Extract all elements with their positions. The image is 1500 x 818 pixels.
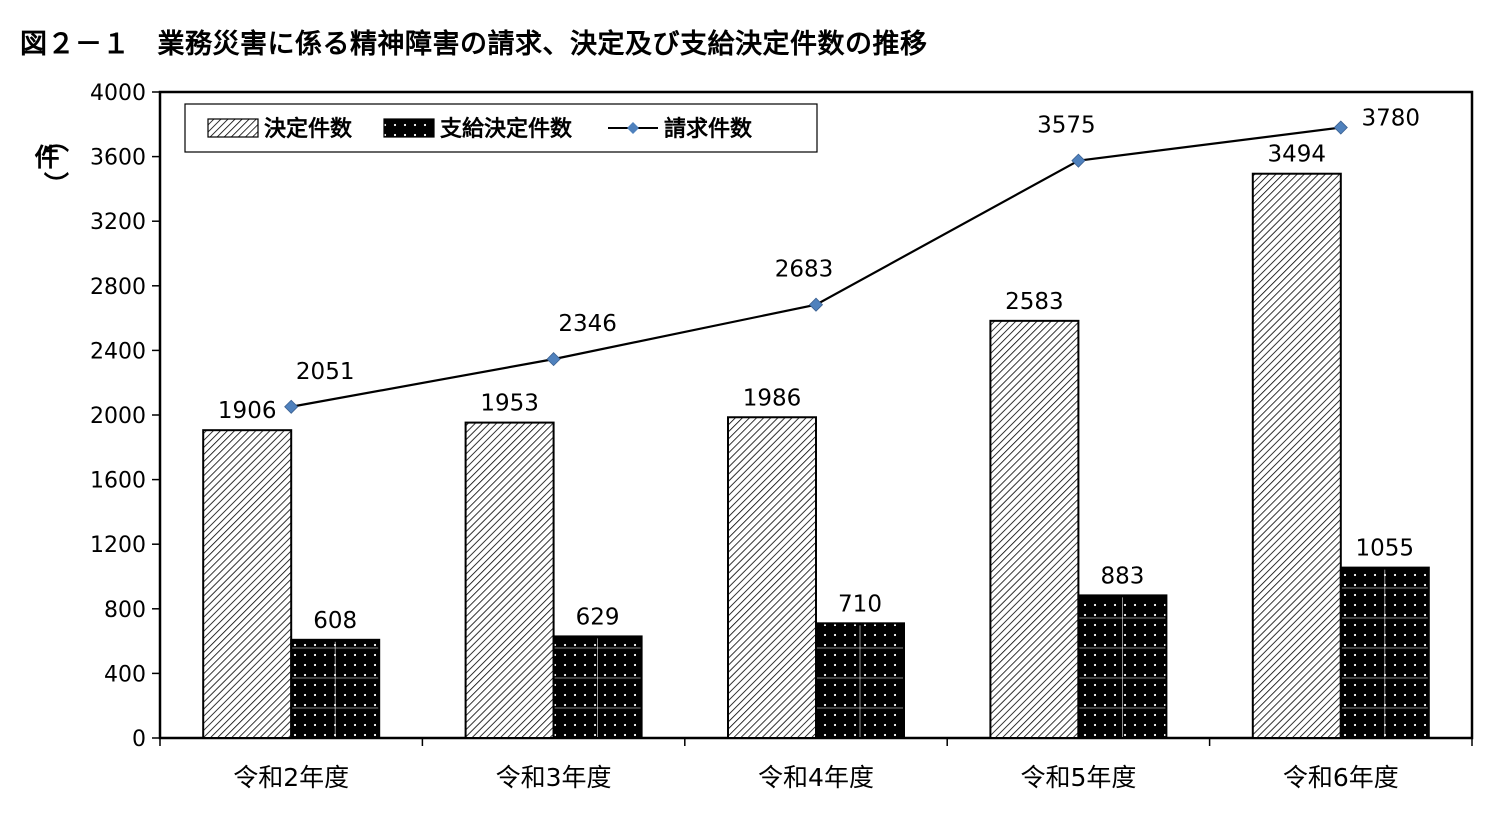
legend-swatch-決定件数 <box>207 118 259 138</box>
data-label-請求件数-令和2年度: 2051 <box>296 359 355 385</box>
chart-title: 図２－１ 業務災害に係る精神障害の請求、決定及び支給決定件数の推移 <box>20 29 928 60</box>
data-label-請求件数-令和4年度: 2683 <box>775 257 834 283</box>
y-axis-paren-close: ） <box>41 171 70 196</box>
x-tick-label: 令和3年度 <box>496 763 612 792</box>
y-tick-label: 4000 <box>90 81 146 106</box>
legend-marker-請求件数 <box>627 122 639 134</box>
y-tick-label: 2400 <box>90 339 146 364</box>
data-label-決定件数-令和4年度: 1986 <box>743 385 802 411</box>
bar-決定件数-令和5年度 <box>989 319 1080 739</box>
point-請求件数-令和5年度 <box>1071 153 1086 168</box>
bar-決定件数-令和6年度 <box>1251 172 1342 739</box>
point-請求件数-令和4年度 <box>808 297 824 312</box>
bar-決定件数-令和4年度 <box>727 416 817 739</box>
legend: 決定件数 支給決定件数 請求件数 <box>184 103 818 153</box>
y-tick-label: 400 <box>104 662 146 687</box>
y-tick-label: 0 <box>132 727 146 752</box>
y-tick-label: 800 <box>104 598 146 623</box>
y-axis-label: （件） <box>34 127 70 196</box>
y-tick-label: 3200 <box>90 210 146 235</box>
legend-label-決定件数: 決定件数 <box>264 116 353 142</box>
x-tick-label: 令和6年度 <box>1283 763 1399 792</box>
bar-決定件数-令和2年度 <box>202 429 293 739</box>
legend-swatch-支給決定件数 <box>383 118 435 138</box>
y-tick-label: 1200 <box>90 533 146 558</box>
legend-label-請求件数: 請求件数 <box>664 116 753 142</box>
y-tick-label: 3600 <box>90 146 146 171</box>
data-label-支給決定件数-令和4年度: 710 <box>838 591 882 617</box>
data-label-請求件数-令和3年度: 2346 <box>558 311 617 337</box>
data-label-決定件数-令和5年度: 2583 <box>1005 289 1064 315</box>
y-axis-unit: 件 <box>34 143 59 172</box>
y-tick-label: 1600 <box>90 469 146 494</box>
point-請求件数-令和3年度 <box>546 352 561 367</box>
legend-box <box>184 103 818 153</box>
data-label-支給決定件数-令和6年度: 1055 <box>1356 536 1415 562</box>
data-label-請求件数-令和6年度: 3780 <box>1362 106 1421 132</box>
y-tick-label: 2000 <box>90 404 146 429</box>
bar-決定件数-令和3年度 <box>464 421 555 739</box>
point-請求件数-令和2年度 <box>284 399 299 414</box>
legend-label-支給決定件数: 支給決定件数 <box>440 116 573 142</box>
data-label-支給決定件数-令和3年度: 629 <box>576 604 620 630</box>
data-label-決定件数-令和6年度: 3494 <box>1268 142 1327 168</box>
data-label-支給決定件数-令和5年度: 883 <box>1100 563 1144 589</box>
x-tick-label: 令和4年度 <box>758 763 874 792</box>
x-tick-label: 令和2年度 <box>233 763 349 792</box>
y-axis-paren-open: （ <box>41 127 70 152</box>
x-tick-label: 令和5年度 <box>1020 763 1136 792</box>
data-label-支給決定件数-令和2年度: 608 <box>313 608 357 634</box>
point-請求件数-令和6年度 <box>1333 120 1348 135</box>
data-label-決定件数-令和2年度: 1906 <box>218 398 277 424</box>
data-label-決定件数-令和3年度: 1953 <box>480 391 539 417</box>
data-label-請求件数-令和5年度: 3575 <box>1037 113 1096 139</box>
y-tick-label: 2800 <box>90 275 146 300</box>
